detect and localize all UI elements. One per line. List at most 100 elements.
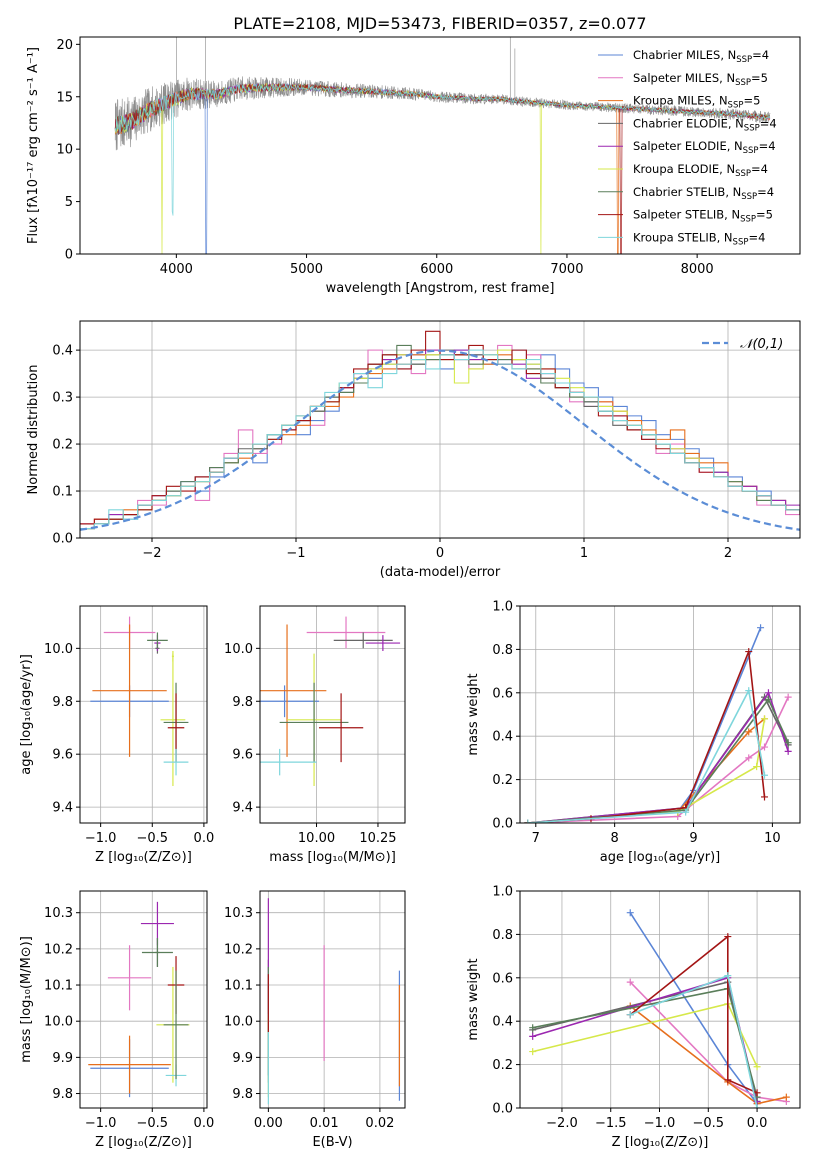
y-tick-label: 9.4 [232, 801, 253, 816]
y-tick-label: 10.0 [44, 1015, 73, 1030]
panel-weight-vs-Z: −2.0 −1.5 −1.0 −0.5 0.0 0.0 0.2 0.4 0.6 0.8 1.0 Z [… [466, 885, 801, 1150]
y-tick-label: 10.3 [44, 906, 73, 921]
axes-frame [519, 605, 801, 824]
mass-weight-line [527, 718, 766, 823]
x-tick-label: −1.0 [85, 831, 117, 846]
error-bar-point [260, 748, 317, 776]
normal-curve [80, 349, 800, 531]
y-tick-label: 0.3 [52, 391, 73, 406]
y-tick-label: 9.8 [232, 1087, 253, 1102]
mass-weight-line [527, 627, 762, 823]
figure-title: PLATE=2108, MJD=53473, FIBERID=0357, z=0… [233, 14, 646, 33]
x-tick-label: 8000 [681, 262, 714, 277]
error-bar-point [92, 624, 167, 757]
legend-label: 𝒩(0,1) [740, 337, 783, 352]
x-tick-label: 2 [724, 546, 732, 561]
mass-weight-marker [626, 978, 634, 986]
x-axis-label: Z [log₁₀(Z/Z⊙)] [95, 1135, 192, 1150]
axes-frame [519, 890, 801, 1109]
x-tick-label: 10 [764, 831, 781, 846]
mass-weight-marker [784, 747, 792, 755]
residual-histogram-step [80, 344, 800, 530]
legend-label: Chabrier MILES, NSSP=4 [633, 48, 769, 65]
model-spectrum [114, 83, 771, 216]
residual-histogram-step [80, 349, 800, 530]
error-bar-point [365, 635, 401, 651]
y-tick-label: 0.0 [52, 532, 73, 547]
mass-weight-line [532, 981, 758, 1102]
panel-residual-hist: −2 −1 0 1 2 0.0 0.1 0.2 0.3 0.4 (data-model)/error… [26, 320, 801, 580]
axes-frame [79, 36, 801, 255]
error-bar-point [318, 693, 364, 763]
mass-weight-line [527, 688, 766, 823]
y-tick-label: 0.2 [492, 1058, 513, 1073]
error-bar-point [163, 970, 189, 1080]
y-axis-label: age [log₁₀(age/yr)] [19, 654, 34, 775]
x-tick-label: −1.0 [85, 1116, 117, 1131]
y-tick-label: 1.0 [492, 600, 513, 615]
y-tick-label: 10.1 [44, 979, 73, 994]
x-tick-label: 9 [689, 831, 697, 846]
y-tick-label: 0.2 [492, 773, 513, 788]
y-tick-label: 10.0 [224, 642, 253, 657]
mass-weight-marker [784, 739, 792, 747]
plot-area [260, 616, 401, 786]
mass-weight-marker [753, 763, 761, 771]
mass-weight-marker [724, 933, 732, 941]
y-axis-label: mass weight [466, 673, 481, 755]
mass-weight-line [629, 981, 787, 1103]
y-tick-label: 20 [56, 38, 73, 53]
legend: Chabrier MILES, NSSP=4 Salpeter MILES, NS… [598, 48, 777, 247]
residual-histogram-step [80, 354, 800, 525]
error-bar-point [279, 682, 349, 763]
x-tick-label: 7 [532, 831, 540, 846]
y-tick-label: 5 [65, 195, 73, 210]
y-tick-label: 0.4 [52, 344, 73, 359]
y-tick-label: 0.6 [492, 971, 513, 986]
mass-weight-marker [761, 771, 769, 779]
x-tick-label: 0.0 [194, 1116, 215, 1131]
mass-weight-marker [761, 715, 769, 723]
x-tick-label: 7000 [550, 262, 583, 277]
grid-lines [80, 891, 207, 1108]
x-tick-label: 10.00 [298, 831, 335, 846]
x-tick-label: 5000 [290, 262, 323, 277]
mass-weight-marker [529, 1048, 537, 1056]
x-tick-label: −0.5 [136, 1116, 168, 1131]
x-tick-label: −2 [142, 546, 161, 561]
axes-frame [79, 605, 208, 824]
mass-weight-marker [745, 728, 753, 736]
panel-mass-vs-EBV: 0.00 0.01 0.02 9.8 9.9 10.0 10.1 10.2 10.3 E(B-V) [224, 890, 406, 1150]
y-tick-label: 9.8 [52, 695, 73, 710]
mass-weight-marker [529, 1032, 537, 1040]
x-tick-label: 0.0 [747, 1116, 768, 1131]
mass-weight-marker [745, 687, 753, 695]
y-tick-label: 0.8 [492, 643, 513, 658]
y-tick-label: 10.0 [224, 1015, 253, 1030]
axes-frame [79, 890, 208, 1109]
x-tick-label: 10.25 [359, 831, 396, 846]
grid-lines [520, 605, 800, 824]
legend-label: Salpeter MILES, NSSP=5 [633, 71, 768, 88]
mass-weight-marker [784, 693, 792, 701]
y-tick-label: 9.8 [52, 1087, 73, 1102]
plot-area [524, 624, 792, 823]
mass-weight-marker [524, 819, 532, 823]
x-axis-label: Z [log₁₀(Z/Z⊙)] [95, 850, 192, 865]
plot-area [80, 330, 800, 531]
error-bar-point [260, 624, 327, 757]
y-tick-label: 9.6 [232, 748, 253, 763]
y-tick-label: 0.6 [492, 686, 513, 701]
y-tick-label: 1.0 [492, 885, 513, 900]
y-tick-label: 10 [56, 143, 73, 158]
axes-frame [259, 890, 406, 1109]
x-tick-label: 8 [611, 831, 619, 846]
plot-area [88, 901, 190, 1098]
y-tick-label: 0.4 [492, 1015, 513, 1030]
y-tick-label: 9.8 [232, 695, 253, 710]
mass-weight-marker [761, 793, 769, 801]
plot-area [114, 37, 771, 254]
mass-weight-marker [626, 909, 634, 917]
mass-weight-marker [764, 689, 772, 697]
